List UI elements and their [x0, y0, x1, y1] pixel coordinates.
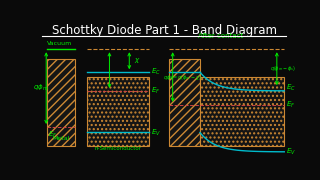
Text: Vacuum: Vacuum — [47, 41, 73, 46]
Text: $E_F$: $E_F$ — [48, 130, 57, 140]
Text: $E_F$: $E_F$ — [285, 100, 295, 110]
Bar — [87, 77, 149, 146]
Text: n-Semiconductor: n-Semiconductor — [95, 147, 142, 152]
Text: $\chi$: $\chi$ — [134, 56, 141, 65]
Bar — [200, 77, 284, 146]
Text: Schottky Diode Part 1 - Band Diagram: Schottky Diode Part 1 - Band Diagram — [52, 24, 276, 37]
Text: $E_V$: $E_V$ — [285, 147, 296, 157]
Bar — [169, 59, 200, 146]
Text: $E_C$: $E_C$ — [285, 83, 295, 93]
Text: $E_F$: $E_F$ — [151, 86, 160, 96]
Bar — [47, 59, 75, 146]
Text: Metal: Metal — [52, 136, 70, 141]
Text: After contact: After contact — [198, 33, 244, 39]
Text: $q\phi_m$: $q\phi_m$ — [33, 83, 48, 93]
Text: $q\phi_B=q(\phi_m-\chi)$: $q\phi_B=q(\phi_m-\chi)$ — [163, 73, 201, 82]
Text: $q(\phi_m-\phi_s)$: $q(\phi_m-\phi_s)$ — [270, 64, 296, 73]
Text: $E_V$: $E_V$ — [151, 127, 161, 138]
Text: $E_C$: $E_C$ — [151, 67, 161, 77]
